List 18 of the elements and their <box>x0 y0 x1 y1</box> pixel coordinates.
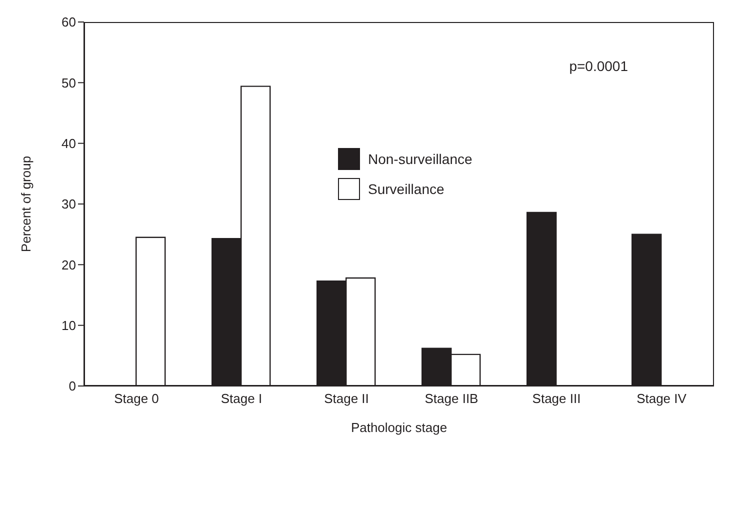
x-axis-title: Pathologic stage <box>350 420 448 435</box>
x-tick-label: Stage 0 <box>114 391 159 406</box>
legend-label: Non-surveillance <box>368 151 472 167</box>
y-tick-label: 60 <box>62 14 76 30</box>
y-axis-title: Percent of group <box>18 156 34 252</box>
y-tick-label: 20 <box>62 257 76 272</box>
y-tick-label: 50 <box>62 75 76 90</box>
y-tick-label: 30 <box>62 196 76 212</box>
annotation: p=0.0001 <box>569 58 628 74</box>
x-tick-label: Stage IV <box>636 391 687 406</box>
legend-label: Surveillance <box>368 181 444 197</box>
x-tick-label: Stage II <box>324 391 369 406</box>
y-tick-label: 40 <box>62 136 76 151</box>
x-tick-label: Stage I <box>220 391 262 406</box>
y-tick-label: 10 <box>62 318 76 333</box>
y-tick-label: 0 <box>68 378 76 394</box>
x-tick-label: Stage IIB <box>424 391 478 406</box>
x-tick-label: Stage III <box>532 391 581 406</box>
